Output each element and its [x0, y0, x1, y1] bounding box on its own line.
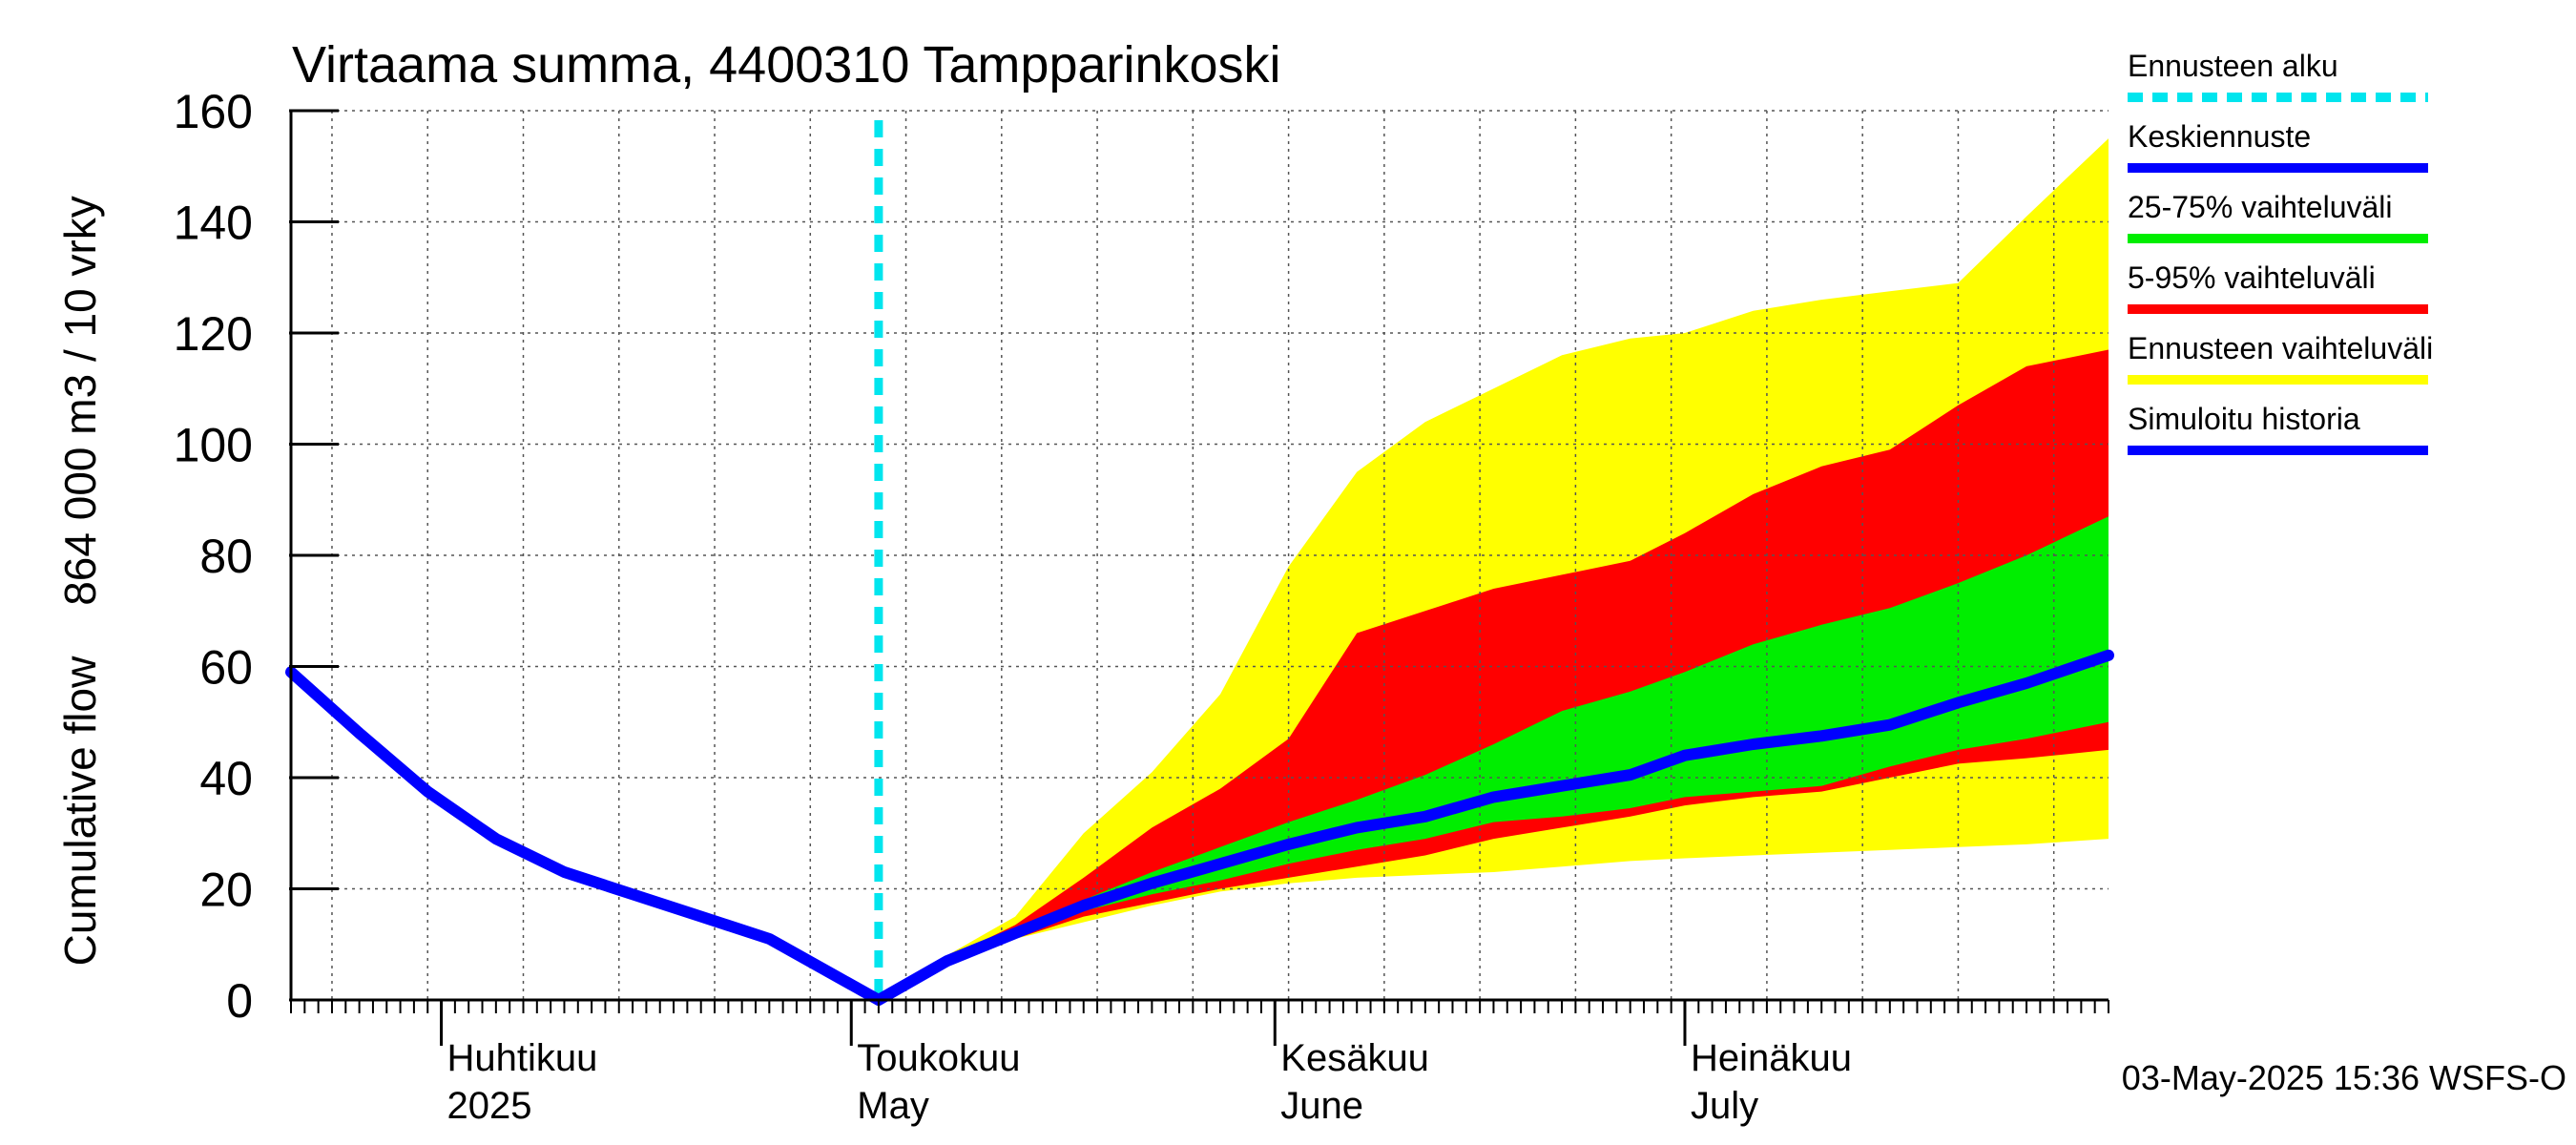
mean-forecast-line	[872, 649, 2114, 1006]
y-tick-label: 80	[199, 530, 253, 583]
footer-timestamp: 03-May-2025 15:36 WSFS-O	[2122, 1058, 2566, 1097]
x-month-label-fi: Kesäkuu	[1280, 1037, 1429, 1079]
x-month-label-en: 2025	[447, 1085, 532, 1127]
legend-label: 25-75% vaihteluväli	[2128, 190, 2393, 224]
grid-layer	[291, 110, 2109, 1000]
legend-label: Keskiennuste	[2128, 119, 2311, 154]
y-tick-label: 20	[199, 864, 253, 917]
x-month-label-en: July	[1691, 1085, 1758, 1127]
x-month-label-en: May	[857, 1085, 929, 1127]
y-tick-label: 40	[199, 752, 253, 805]
axes-layer: 0 20 40 60 80 100 120 140 160 Huhtikuu 2025 Toukoku…	[174, 85, 2109, 1127]
x-month-label-en: June	[1280, 1085, 1363, 1127]
y-axis-label-outer: Cumulative flow	[55, 656, 105, 966]
legend-label: Simuloitu historia	[2128, 402, 2360, 436]
legend-label: Ennusteen vaihteluväli	[2128, 331, 2433, 365]
y-tick-label: 160	[174, 85, 253, 138]
lines-layer	[285, 120, 2114, 1006]
legend-label: 5-95% vaihteluväli	[2128, 260, 2376, 295]
y-tick-label: 0	[226, 974, 253, 1028]
band-5-95	[878, 349, 2109, 1000]
y-tick-label: 100	[174, 419, 253, 472]
chart-title: Virtaama summa, 4400310 Tampparinkoski	[292, 36, 1281, 94]
y-tick-label: 60	[199, 641, 253, 695]
y-axis-label-inner: 864 000 m3 / 10 vrky	[55, 196, 105, 606]
x-month-label-fi: Huhtikuu	[447, 1037, 598, 1079]
legend: Ennusteen alku Keskiennuste 25-75% vaihtel…	[2128, 49, 2433, 455]
history-line	[285, 666, 884, 1006]
y-tick-label: 140	[174, 197, 253, 250]
y-tick-label: 120	[174, 307, 253, 361]
x-month-label-fi: Toukokuu	[857, 1037, 1020, 1079]
x-month-label-fi: Heinäkuu	[1691, 1037, 1852, 1079]
legend-label: Ennusteen alku	[2128, 49, 2338, 83]
